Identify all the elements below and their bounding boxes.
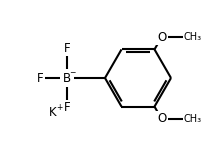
Text: −: − (69, 69, 76, 78)
Text: +: + (56, 102, 62, 111)
Text: F: F (64, 42, 70, 55)
Text: F: F (37, 71, 44, 84)
Text: O: O (157, 31, 166, 44)
Text: CH₃: CH₃ (184, 114, 202, 124)
Text: K: K (49, 106, 57, 119)
Text: O: O (157, 112, 166, 125)
Text: CH₃: CH₃ (184, 32, 202, 42)
Text: F: F (64, 101, 70, 114)
Text: B: B (63, 71, 71, 84)
